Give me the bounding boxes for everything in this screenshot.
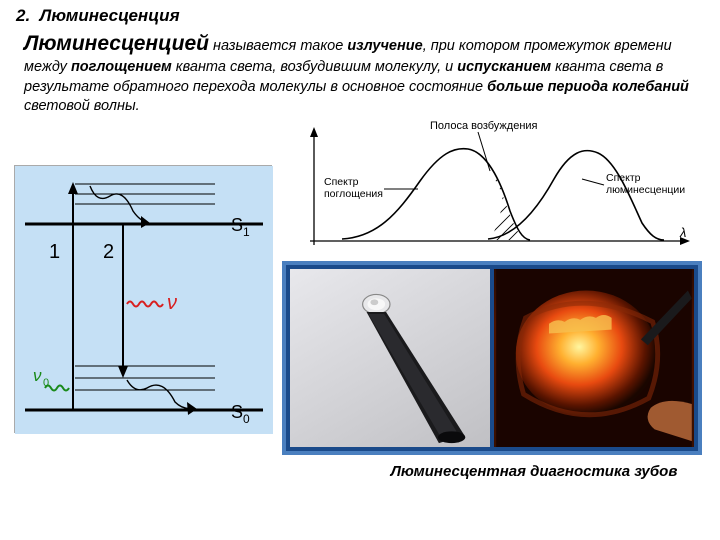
svg-text:0: 0	[43, 377, 49, 389]
spectrum-diagram: Полоса возбуждения Спектр поглощения Спе…	[282, 119, 702, 259]
svg-text:люминесценции: люминесценции	[606, 184, 685, 196]
spectrum-label-left: Спектр	[324, 176, 359, 188]
svg-text:1: 1	[243, 225, 250, 239]
svg-text:0: 0	[243, 412, 250, 426]
spectrum-label-top: Полоса возбуждения	[430, 120, 538, 132]
label-nu0: ν	[33, 366, 42, 385]
spectrum-label-right: Спектр	[606, 172, 641, 184]
definition-paragraph: Люминесценцией называется такое излучени…	[0, 30, 720, 123]
photo-device	[290, 269, 490, 447]
photo-caption: Люминесцентная диагностика зубов	[282, 463, 706, 480]
title-text: Люминесценция	[40, 6, 180, 25]
title-number: 2.	[16, 6, 30, 25]
label-s0: S	[231, 402, 243, 422]
label-1: 1	[49, 241, 60, 263]
photo-row	[282, 261, 702, 455]
energy-level-diagram: 1 2 S1 S0 ν ν0	[14, 165, 272, 433]
svg-text:поглощения: поглощения	[324, 188, 383, 200]
axis-lambda: λ	[679, 225, 686, 240]
label-s1: S	[231, 215, 243, 235]
photo-mouth	[494, 269, 694, 447]
label-2: 2	[103, 241, 114, 263]
label-nu: ν	[167, 292, 177, 314]
definition-lead: Люминесценцией	[24, 32, 209, 55]
